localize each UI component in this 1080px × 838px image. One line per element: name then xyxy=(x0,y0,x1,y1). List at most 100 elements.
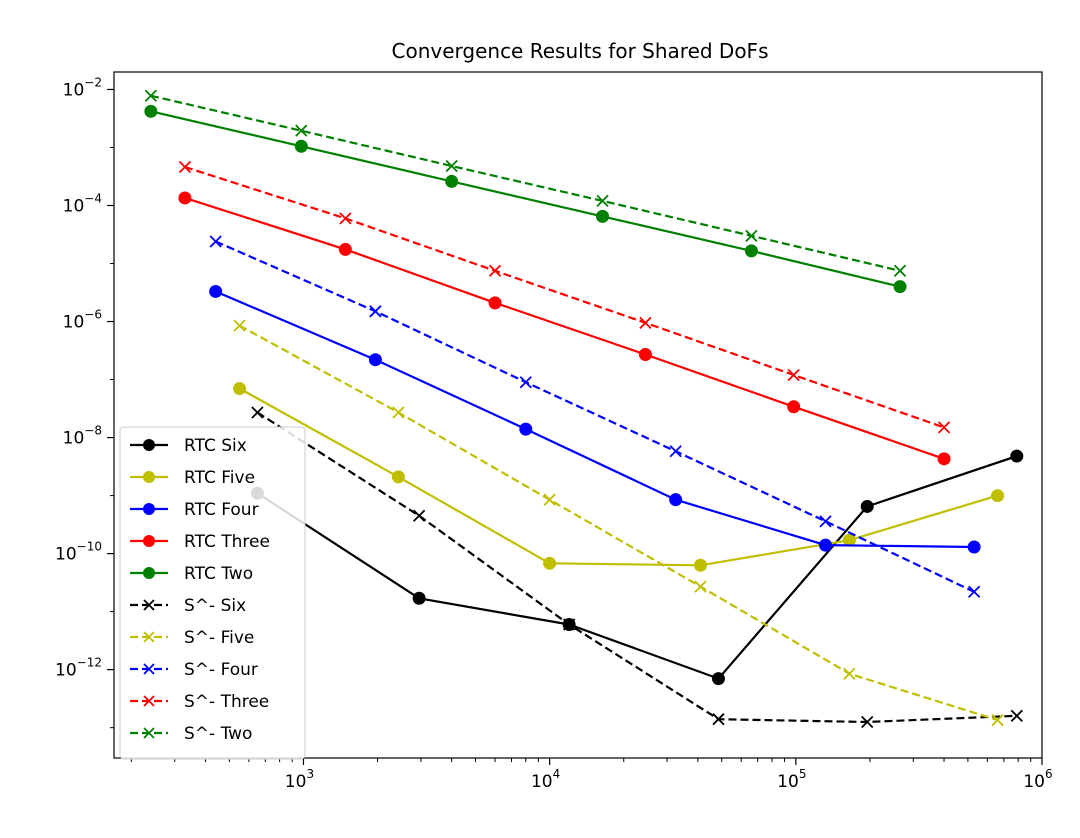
data-point xyxy=(209,284,223,298)
legend-marker xyxy=(143,535,155,547)
data-point xyxy=(339,212,352,225)
legend: RTC Six RTC Five RTC Four RTC Three RTC Two S… xyxy=(119,426,306,760)
tick-label: 106 xyxy=(1023,767,1052,792)
series-line-2 xyxy=(215,290,975,549)
data-point xyxy=(543,493,556,506)
series-line-5 xyxy=(256,411,1017,724)
data-point xyxy=(1010,709,1023,722)
tick-label: 10−2 xyxy=(63,75,102,100)
y-axis: 10−12 10−10 10−8 10−6 10−4 10−2 xyxy=(55,75,114,729)
legend-label: S^- Three xyxy=(184,692,269,712)
data-point xyxy=(596,194,609,208)
data-point xyxy=(967,585,981,598)
data-point xyxy=(178,160,192,174)
data-point xyxy=(178,191,192,205)
legend-item: S^- Six xyxy=(130,596,246,616)
data-point xyxy=(991,489,1005,503)
chart-title: Convergence Results for Shared DoFs xyxy=(392,39,769,63)
series-line-1 xyxy=(238,387,998,567)
tick-label: 10−8 xyxy=(63,424,102,449)
data-point xyxy=(368,353,382,367)
data-point xyxy=(233,382,247,396)
data-point xyxy=(543,556,557,570)
data-point xyxy=(991,713,1004,727)
legend-label: S^- Five xyxy=(184,628,254,648)
data-point xyxy=(669,445,682,458)
data-point xyxy=(391,470,405,484)
tick-label: 103 xyxy=(285,767,314,792)
data-point xyxy=(144,104,158,118)
legend-item: RTC Five xyxy=(130,468,255,488)
data-point xyxy=(412,591,426,605)
data-point xyxy=(860,499,874,513)
data-point xyxy=(937,421,951,434)
series-5 xyxy=(251,406,1023,729)
data-point xyxy=(861,715,874,729)
data-point xyxy=(693,558,707,572)
series-layer xyxy=(144,89,1024,729)
legend-marker xyxy=(143,471,155,483)
series-line-0 xyxy=(256,455,1018,680)
data-point xyxy=(144,89,158,102)
data-point xyxy=(338,242,352,256)
data-point xyxy=(1010,449,1024,463)
tick-label: 10−12 xyxy=(55,656,102,681)
data-point xyxy=(744,244,758,258)
data-point xyxy=(937,452,951,466)
x-axis: 103 104 105 106 xyxy=(130,758,1053,792)
tick-label: 105 xyxy=(777,767,806,792)
legend-label: RTC Four xyxy=(184,500,259,520)
legend-marker xyxy=(143,631,155,643)
series-line-9 xyxy=(150,94,901,272)
data-point xyxy=(369,305,382,318)
series-4 xyxy=(144,104,907,294)
data-point xyxy=(787,368,800,382)
legend-marker xyxy=(143,567,155,579)
series-8 xyxy=(178,160,951,434)
data-point xyxy=(893,280,907,294)
series-6 xyxy=(233,319,1004,727)
legend-item: RTC Two xyxy=(130,564,253,584)
legend-item: S^- Five xyxy=(130,628,254,648)
legend-item: S^- Four xyxy=(130,660,258,680)
data-point xyxy=(392,406,405,419)
data-point xyxy=(488,296,502,310)
series-line-6 xyxy=(238,324,998,722)
plot-frame xyxy=(113,71,1043,759)
series-line-3 xyxy=(184,196,945,460)
series-3 xyxy=(178,191,951,466)
data-point xyxy=(562,618,576,631)
data-point xyxy=(711,672,725,686)
series-9 xyxy=(144,89,907,277)
data-point xyxy=(694,580,707,593)
legend-label: S^- Two xyxy=(184,724,252,744)
legend-label: S^- Six xyxy=(184,596,246,616)
data-point xyxy=(819,538,833,552)
legend-marker xyxy=(143,695,155,707)
data-point xyxy=(712,713,725,726)
data-point xyxy=(294,139,308,153)
data-point xyxy=(233,319,246,332)
tick-label: 10−4 xyxy=(63,192,102,217)
data-point xyxy=(745,229,758,242)
data-point xyxy=(519,422,533,436)
data-point xyxy=(488,264,502,277)
legend-item: RTC Six xyxy=(130,436,247,456)
legend-item: S^- Three xyxy=(130,692,269,712)
tick-label: 10−10 xyxy=(55,540,102,565)
legend-label: RTC Three xyxy=(184,532,270,552)
legend-label: S^- Four xyxy=(184,660,258,680)
data-point xyxy=(893,264,907,277)
series-line-8 xyxy=(184,165,945,429)
legend-item: RTC Three xyxy=(130,532,270,552)
data-point xyxy=(209,235,222,248)
data-point xyxy=(638,348,652,362)
legend-marker xyxy=(143,599,155,611)
data-point xyxy=(787,400,801,414)
data-point xyxy=(295,124,308,137)
data-point xyxy=(967,540,981,554)
legend-marker xyxy=(143,727,155,739)
legend-marker xyxy=(143,663,155,675)
tick-label: 104 xyxy=(531,767,560,792)
